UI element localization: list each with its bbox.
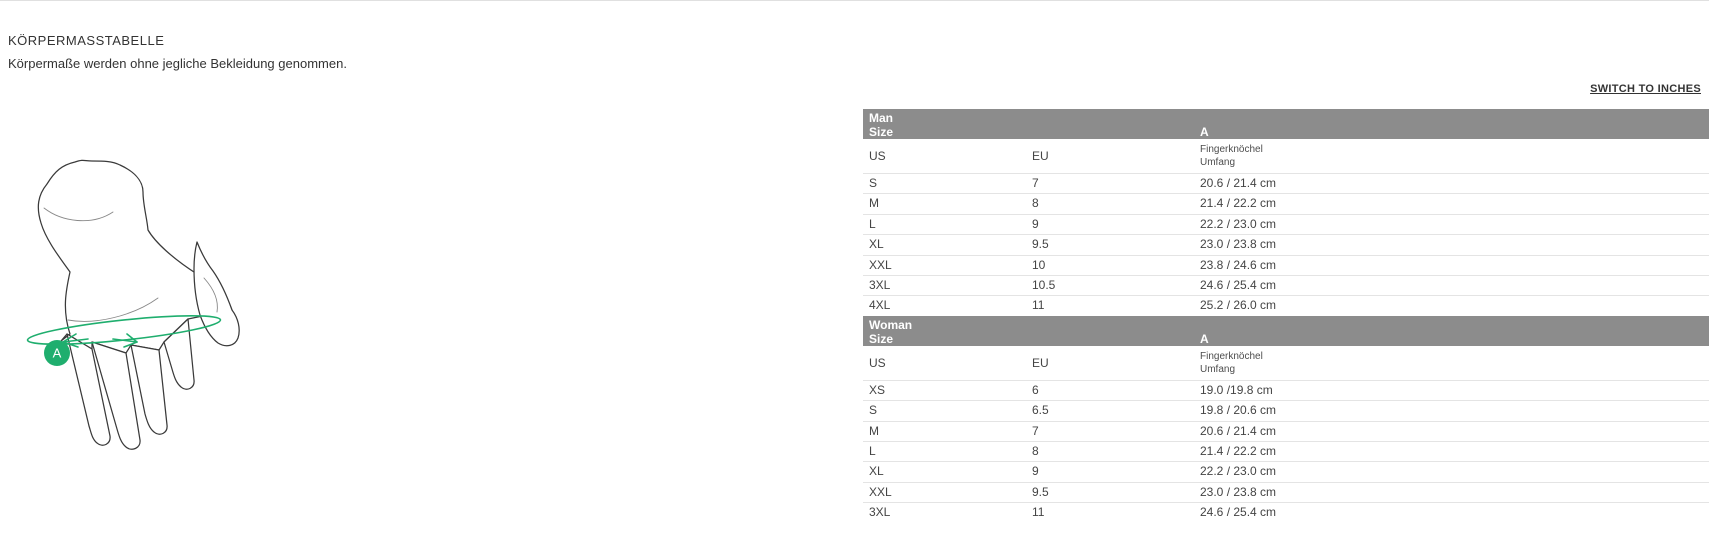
- svg-text:A: A: [53, 346, 62, 361]
